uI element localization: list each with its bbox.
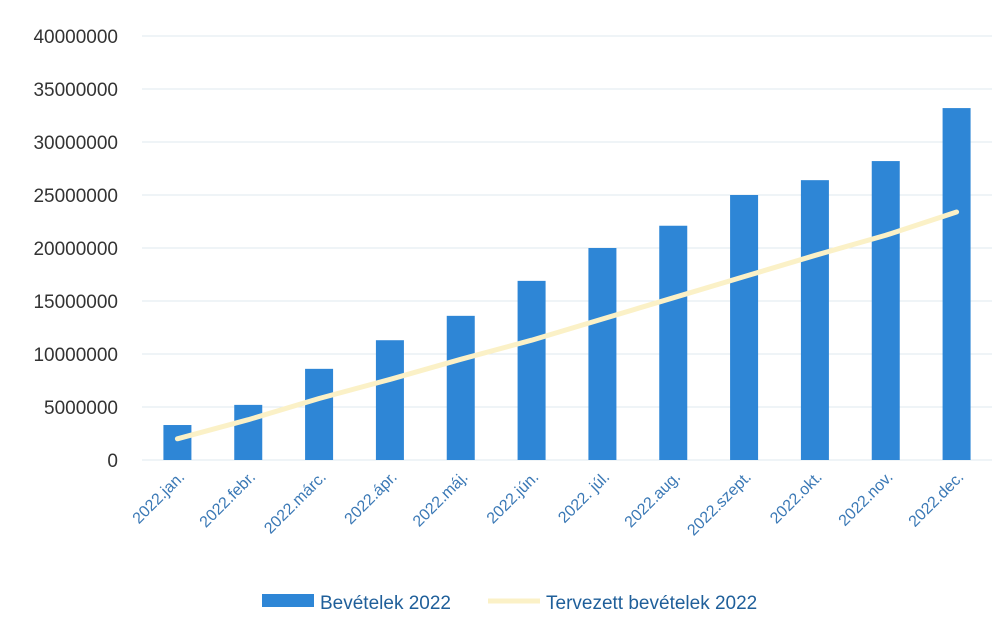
y-tick-label: 10000000 (33, 345, 118, 366)
legend-label-bar: Bevételek 2022 (320, 593, 451, 614)
bar (446, 315, 475, 460)
y-tick-label: 25000000 (33, 186, 118, 207)
y-tick-label: 20000000 (33, 239, 118, 260)
x-tick-label: 2022.febr. (197, 469, 259, 531)
gridlines (142, 35, 992, 461)
bar (517, 280, 546, 460)
x-tick-label: 2022.jan. (130, 469, 189, 528)
bar (234, 404, 263, 460)
y-axis-tick-labels: 0 5000000 10000000 15000000 20000000 25000000… (33, 27, 118, 472)
x-tick-label: 2022.máj. (410, 469, 472, 531)
x-tick-label: 2022.szept. (684, 469, 755, 540)
y-tick-label: 5000000 (44, 398, 118, 419)
bar (305, 368, 334, 460)
line-series (174, 209, 960, 442)
y-tick-label: 40000000 (33, 27, 118, 48)
x-tick-label: 2022.nov. (836, 469, 897, 530)
legend-swatch-bar (262, 594, 314, 607)
x-tick-label: 2022.dec. (906, 469, 968, 531)
x-tick-label: 2022.márc. (261, 469, 330, 538)
x-tick-label: 2022. júl. (555, 469, 613, 527)
bar (942, 108, 971, 460)
x-tick-label: 2022.okt. (767, 469, 826, 528)
bar (375, 340, 404, 460)
y-tick-label: 30000000 (33, 133, 118, 154)
y-tick-label: 35000000 (33, 80, 118, 101)
legend: Bevételek 2022 Tervezett bevételek 2022 (262, 593, 757, 614)
line-series-path (174, 209, 960, 442)
bar (800, 180, 829, 460)
x-tick-label: 2022.aug. (622, 469, 684, 531)
bar (730, 195, 759, 460)
bar (659, 225, 688, 460)
bar (163, 425, 192, 460)
y-tick-label: 0 (107, 451, 118, 472)
bar-series (163, 108, 971, 460)
legend-label-line: Tervezett bevételek 2022 (546, 593, 757, 614)
bar (871, 161, 900, 460)
x-axis-tick-labels: 2022.jan. 2022.febr. 2022.márc. 2022.ápr. 20… (130, 469, 968, 540)
bar (588, 248, 617, 460)
x-tick-label: 2022.jún. (484, 469, 543, 528)
y-tick-label: 15000000 (33, 292, 118, 313)
x-tick-label: 2022.ápr. (342, 469, 401, 528)
